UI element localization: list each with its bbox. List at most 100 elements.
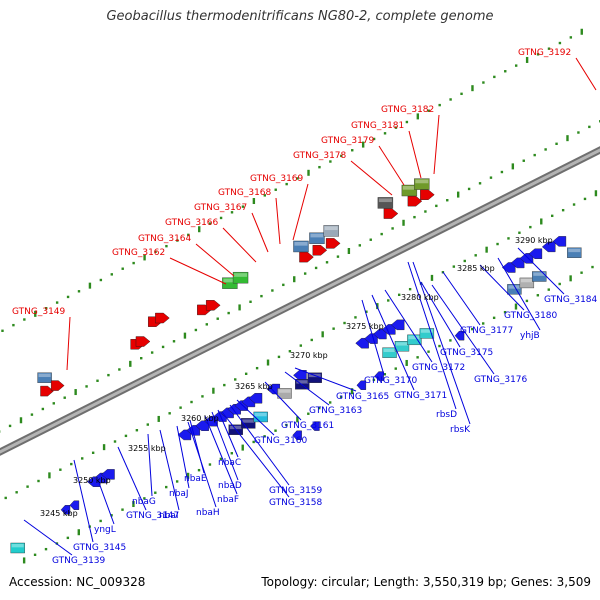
lower-tick [408, 287, 412, 291]
bottom-tick [591, 265, 594, 269]
gene-label-bottom: GTNG_3177 [460, 326, 513, 336]
gene-label-top: GTNG_3182 [381, 105, 434, 115]
upper-tick [140, 357, 143, 360]
top-tick [165, 244, 168, 248]
gene-upper [37, 372, 52, 383]
top-tick [536, 53, 540, 56]
gene-upper-arrow [135, 336, 151, 347]
bottom-tick [372, 378, 376, 382]
top-tick [154, 250, 157, 253]
gene-lower-small [374, 371, 384, 381]
top-tick [176, 239, 179, 242]
leader-line [412, 261, 471, 425]
leader-line [251, 212, 269, 253]
gene-label-bottom: yngL [94, 525, 116, 535]
gene-lower [195, 420, 209, 431]
gene-label-top: GTNG_3162 [112, 248, 165, 258]
gene-upper-arrow [420, 189, 435, 200]
leader-line [292, 183, 309, 241]
leader-line [517, 247, 565, 295]
gene-lower-box-shine [11, 543, 24, 548]
gene-lower-small [454, 330, 465, 341]
lower-tick [15, 491, 18, 494]
bottom-tick [318, 406, 321, 410]
upper-tick [424, 210, 427, 213]
leader-line [97, 479, 115, 525]
lower-tick [4, 496, 7, 500]
leader-line [195, 243, 235, 277]
upper-tick [194, 328, 198, 332]
lower-tick [583, 197, 587, 201]
leader-line [371, 294, 415, 391]
top-tick [77, 290, 81, 293]
gene-upper-arrow [312, 245, 328, 256]
gene-lower-box-shine [278, 389, 291, 393]
bottom-tick [580, 271, 583, 274]
top-tick [329, 160, 332, 163]
lower-tick [234, 378, 237, 381]
gene-label-bottom: GTNG_3170 [364, 376, 418, 386]
lower-tick [255, 366, 259, 370]
gene-label-top: GTNG_3164 [138, 234, 192, 244]
leader-line [407, 261, 457, 410]
gene-upper-arrow [40, 385, 54, 397]
ruler-label: 3265 kbp [235, 382, 273, 391]
upper-tick [63, 396, 66, 399]
upper-tick [588, 125, 591, 129]
upper-tick [555, 142, 558, 146]
bottom-tick [525, 299, 529, 303]
gene-label-bottom: GTNG_3139 [52, 556, 106, 566]
bottom-tick [154, 491, 157, 494]
gene-upper [155, 312, 170, 324]
gene-upper-shine [310, 233, 324, 238]
upper-tick [533, 153, 536, 157]
leader-line [66, 316, 71, 371]
gene-label-top: GTNG_3168 [218, 188, 272, 198]
lower-tick [518, 231, 521, 234]
gene-lower [552, 236, 567, 247]
lower-tick [343, 321, 346, 325]
bottom-tick [99, 519, 102, 523]
lower-tick [81, 457, 84, 460]
gene-label-bottom: GTNG_3180 [504, 311, 558, 321]
gene-label-bottom: nbaF [217, 495, 239, 505]
lower-tick [124, 434, 128, 438]
leader-line [222, 227, 257, 263]
upper-tick [336, 255, 340, 258]
upper-tick [107, 373, 110, 377]
top-tick [558, 41, 562, 45]
ruler-label: 3250 kbp [73, 476, 111, 485]
upper-tick [227, 311, 230, 315]
lower-tick [561, 208, 565, 212]
bottom-tick [536, 294, 540, 297]
bottom-tick [143, 497, 146, 500]
bottom-tick [449, 339, 452, 342]
gene-label-bottom: GTNG_3145 [73, 543, 126, 553]
bottom-tick [383, 373, 387, 376]
gene-lower-box [567, 247, 582, 258]
lower-tick [113, 440, 117, 443]
top-tick [438, 103, 441, 107]
upper-tick [358, 244, 362, 247]
top-tick [274, 188, 277, 191]
gene-lower-box-shine [395, 342, 408, 346]
lower-tick [223, 383, 226, 387]
upper-tick [52, 402, 55, 405]
bottom-tick [394, 367, 397, 370]
bottom-tick [416, 356, 419, 359]
top-tick [340, 154, 343, 158]
bottom-tick [328, 401, 332, 404]
gene-upper-arrow [299, 251, 314, 263]
gene-label-bottom: GTNG_3171 [394, 391, 447, 401]
leader-line [479, 264, 525, 311]
lower-tick [452, 265, 456, 268]
top-tick [482, 81, 485, 84]
top-tick [394, 126, 398, 129]
gene-lower-box [507, 284, 522, 295]
lower-tick [59, 468, 62, 471]
gene-label-bottom: nbaD [218, 481, 242, 491]
gene-lower-box [10, 542, 25, 554]
gene-upper-shine [294, 241, 308, 246]
lower-tick [332, 327, 335, 330]
